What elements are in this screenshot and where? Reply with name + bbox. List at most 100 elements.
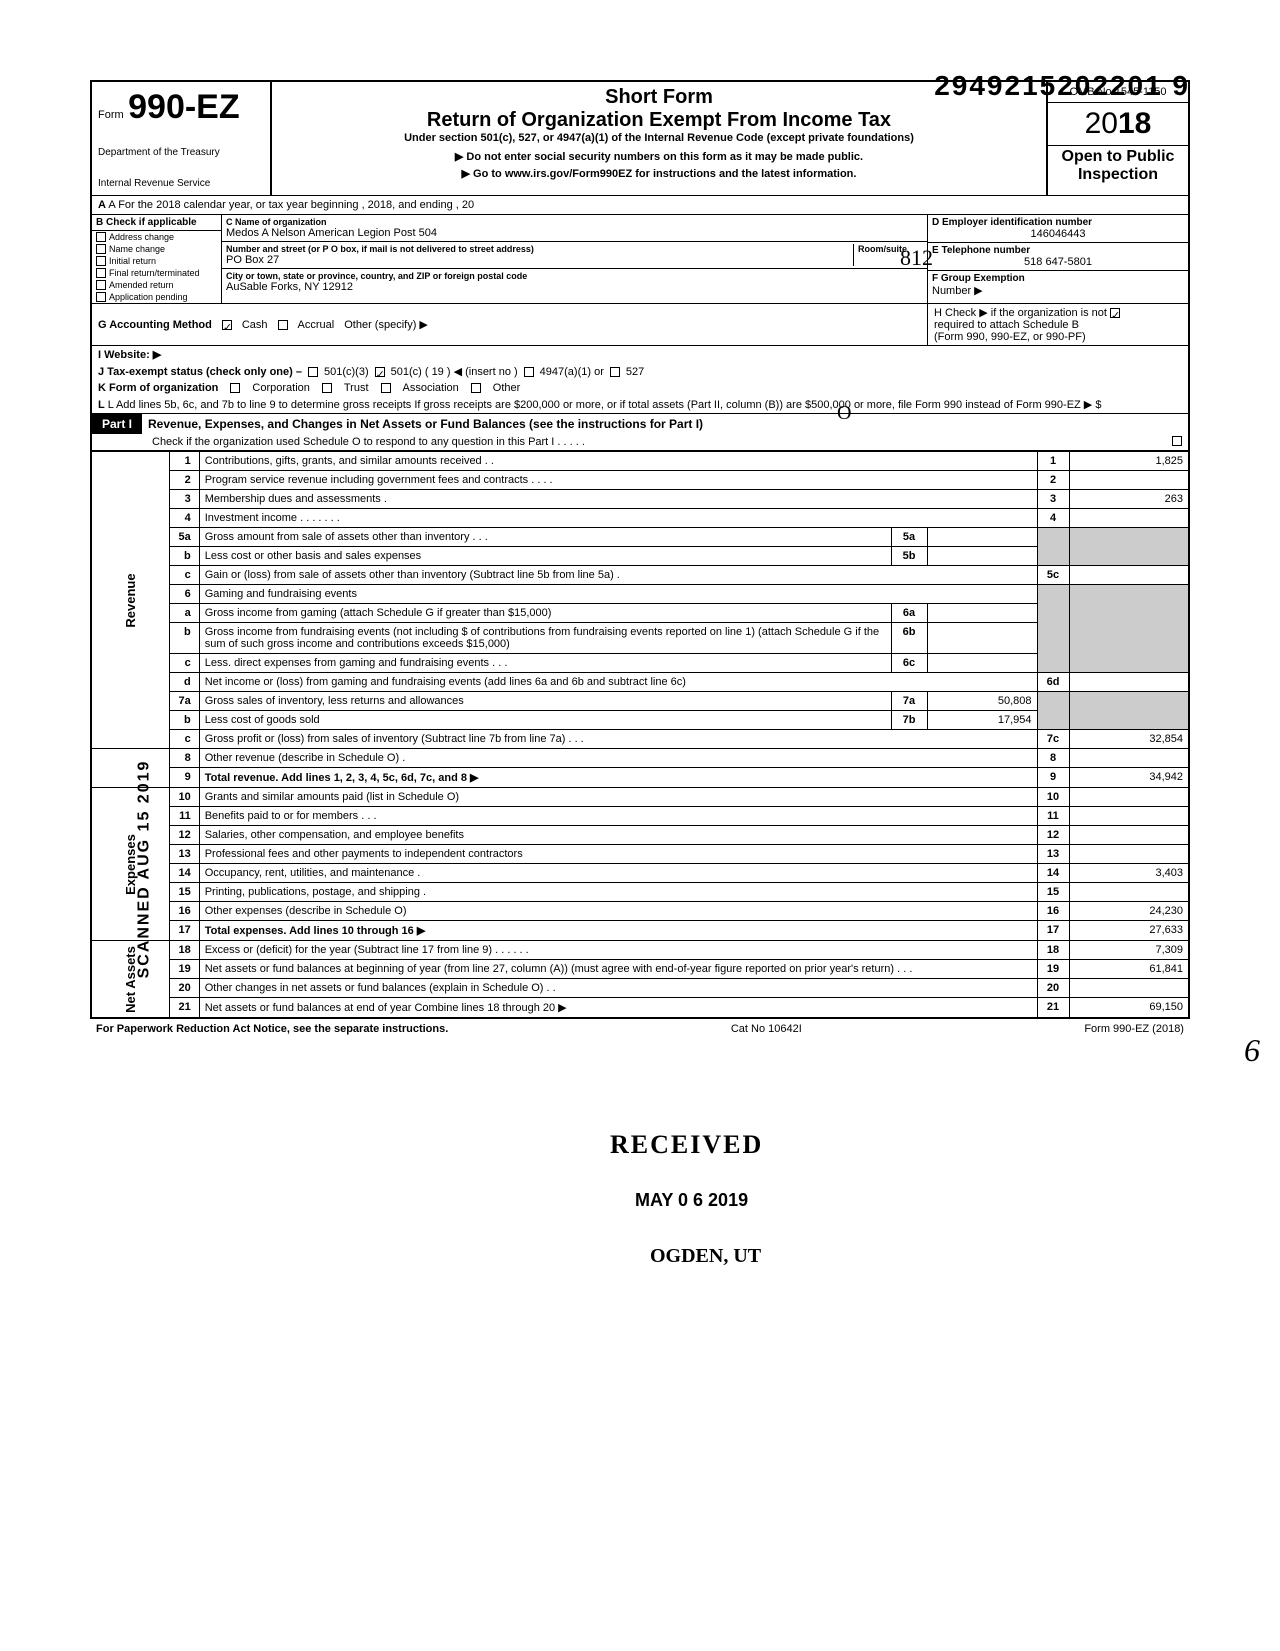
- footer-form: Form 990-EZ (2018): [1084, 1023, 1184, 1035]
- form-header-left: Form 990-EZ Department of the Treasury I…: [92, 82, 272, 195]
- h-text-3: (Form 990, 990-EZ, or 990-PF): [934, 331, 1086, 343]
- check-schedule-b[interactable]: ✓: [1110, 308, 1120, 318]
- info-grid: B Check if applicable Address change Nam…: [90, 215, 1190, 303]
- revenue-side-label: Revenue: [91, 452, 169, 749]
- form-header-center: Short Form Return of Organization Exempt…: [272, 82, 1048, 195]
- city-value: AuSable Forks, NY 12912: [226, 281, 923, 293]
- city-label: City or town, state or province, country…: [226, 271, 923, 281]
- room-label: Room/suite: [858, 244, 923, 254]
- line-17-desc: Total expenses. Add lines 10 through 16 …: [199, 921, 1037, 941]
- check-name-change[interactable]: Name change: [92, 243, 221, 255]
- check-schedule-o-row: Check if the organization used Schedule …: [90, 434, 1190, 452]
- line-5c-desc: Gain or (loss) from sale of assets other…: [199, 566, 1037, 585]
- line-16-value: 24,230: [1069, 902, 1189, 921]
- short-form-title: Short Form: [280, 86, 1038, 109]
- check-4947a1[interactable]: [524, 367, 534, 377]
- check-final-return[interactable]: Final return/terminated: [92, 267, 221, 279]
- check-trust[interactable]: [322, 383, 332, 393]
- tax-year: 2018: [1048, 103, 1188, 145]
- line-3-desc: Membership dues and assessments .: [199, 490, 1037, 509]
- part-i-label: Part I: [92, 414, 142, 434]
- check-cash[interactable]: ✓: [222, 320, 232, 330]
- line-7a-value: 50,808: [927, 692, 1037, 711]
- line-7a-desc: Gross sales of inventory, less returns a…: [199, 692, 891, 711]
- line-7b-value: 17,954: [927, 711, 1037, 730]
- check-address-change[interactable]: Address change: [92, 231, 221, 243]
- check-corporation[interactable]: [230, 383, 240, 393]
- line-18-value: 7,309: [1069, 941, 1189, 960]
- form-org-label: K Form of organization: [98, 382, 218, 394]
- dept-irs: Internal Revenue Service: [98, 178, 264, 189]
- received-location: OGDEN, UT: [650, 1245, 761, 1268]
- ssn-note: ▶ Do not enter social security numbers o…: [280, 150, 1038, 163]
- line-6d-desc: Net income or (loss) from gaming and fun…: [199, 673, 1037, 692]
- line-19-value: 61,841: [1069, 960, 1189, 979]
- line-21-desc: Net assets or fund balances at end of ye…: [199, 998, 1037, 1018]
- row-j-tax-status: J Tax-exempt status (check only one) – 5…: [90, 363, 1190, 380]
- line-3-value: 263: [1069, 490, 1189, 509]
- received-stamp: RECEIVED: [610, 1130, 763, 1160]
- line-1-desc: Contributions, gifts, grants, and simila…: [199, 452, 1037, 471]
- open-inspection: Open to Public Inspection: [1048, 145, 1188, 186]
- check-application-pending[interactable]: Application pending: [92, 291, 221, 303]
- line-7b-desc: Less cost of goods sold: [199, 711, 891, 730]
- tax-status-label: J Tax-exempt status (check only one) –: [98, 366, 302, 378]
- org-name-value: Medos A Nelson American Legion Post 504: [226, 227, 923, 239]
- line-17-value: 27,633: [1069, 921, 1189, 941]
- line-6b-desc: Gross income from fundraising events (no…: [199, 623, 891, 654]
- subtitle: Under section 501(c), 527, or 4947(a)(1)…: [280, 132, 1038, 144]
- column-de: D Employer identification number14604644…: [928, 215, 1188, 303]
- footer-catalog: Cat No 10642I: [731, 1023, 802, 1035]
- expenses-side-label: Expenses: [91, 788, 169, 941]
- check-amended-return[interactable]: Amended return: [92, 279, 221, 291]
- received-date: MAY 0 6 2019: [635, 1190, 748, 1211]
- header-document-number: 2949215202201 9: [934, 70, 1190, 102]
- line-14-desc: Occupancy, rent, utilities, and maintena…: [199, 864, 1037, 883]
- line-6c-desc: Less. direct expenses from gaming and fu…: [199, 654, 891, 673]
- line-6-desc: Gaming and fundraising events: [199, 585, 1037, 604]
- h-text-2: required to attach Schedule B: [934, 319, 1079, 331]
- phone-value: 518 647-5801: [932, 256, 1184, 268]
- page-footer: For Paperwork Reduction Act Notice, see …: [90, 1018, 1190, 1039]
- line-5a-desc: Gross amount from sale of assets other t…: [199, 528, 891, 547]
- row-k-form-org: K Form of organization Corporation Trust…: [90, 380, 1190, 396]
- accounting-method-label: G Accounting Method: [98, 319, 212, 331]
- return-title: Return of Organization Exempt From Incom…: [280, 109, 1038, 132]
- col-b-header: B Check if applicable: [92, 215, 221, 231]
- group-exemption-label: F Group Exemption: [932, 273, 1184, 284]
- check-501c3[interactable]: [308, 367, 318, 377]
- accrual-label: Accrual: [298, 319, 335, 331]
- line-5b-desc: Less cost or other basis and sales expen…: [199, 547, 891, 566]
- line-19-desc: Net assets or fund balances at beginning…: [199, 960, 1037, 979]
- year-suffix: 18: [1118, 107, 1151, 140]
- line-4-desc: Investment income . . . . . . .: [199, 509, 1037, 528]
- row-g-h: G Accounting Method ✓ Cash Accrual Other …: [90, 303, 1190, 346]
- line-9-value: 34,942: [1069, 768, 1189, 788]
- check-527[interactable]: [610, 367, 620, 377]
- check-o-box[interactable]: [1172, 436, 1182, 446]
- check-initial-return[interactable]: Initial return: [92, 255, 221, 267]
- h-check-text: H Check ▶ if the organization is not: [934, 307, 1107, 319]
- form-number: 990-EZ: [128, 88, 240, 126]
- check-accrual[interactable]: [278, 320, 288, 330]
- other-specify-label: Other (specify) ▶: [344, 318, 428, 331]
- part-i-title: Revenue, Expenses, and Changes in Net As…: [142, 414, 1188, 434]
- org-name-label: C Name of organization: [226, 217, 923, 227]
- row-i-website: I Website: ▶: [90, 346, 1190, 363]
- check-association[interactable]: [381, 383, 391, 393]
- address-value: PO Box 27: [226, 254, 853, 266]
- line-1-value: 1,825: [1069, 452, 1189, 471]
- check-o-text: Check if the organization used Schedule …: [152, 436, 585, 448]
- check-501c[interactable]: ✓: [375, 367, 385, 377]
- check-other-org[interactable]: [471, 383, 481, 393]
- row-l-gross-receipts: L L Add lines 5b, 6c, and 7b to line 9 t…: [90, 396, 1190, 414]
- page-number-6: 6: [1244, 1032, 1260, 1069]
- cash-label: Cash: [242, 319, 268, 331]
- line-16-desc: Other expenses (describe in Schedule O): [199, 902, 1037, 921]
- line-14-value: 3,403: [1069, 864, 1189, 883]
- line-13-desc: Professional fees and other payments to …: [199, 845, 1037, 864]
- scanned-stamp: SCANNED AUG 15 2019: [135, 760, 153, 979]
- line-21-value: 69,150: [1069, 998, 1189, 1018]
- group-exemption-value: Number ▶: [932, 284, 1184, 297]
- line-7c-desc: Gross profit or (loss) from sales of inv…: [199, 730, 1037, 749]
